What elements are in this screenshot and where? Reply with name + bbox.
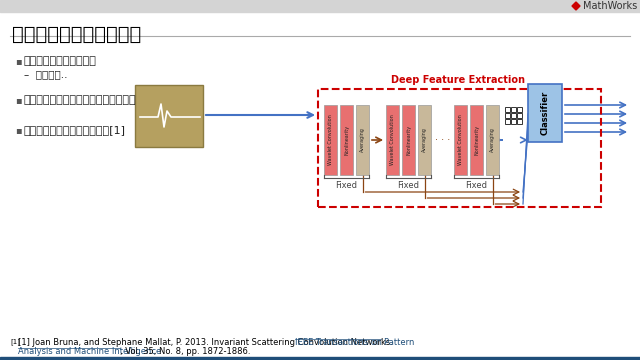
Text: IEEE Transactions on Pattern: IEEE Transactions on Pattern <box>295 338 415 347</box>
Bar <box>386 105 399 175</box>
Bar <box>528 84 562 142</box>
Text: · · ·: · · · <box>435 135 450 145</box>
Text: Nonlinearity: Nonlinearity <box>474 125 479 155</box>
Text: Classifier: Classifier <box>541 91 550 135</box>
Text: Nonlinearity: Nonlinearity <box>406 125 411 155</box>
Text: 可以减少对数据量和模型复杂性的要求: 可以减少对数据量和模型复杂性的要求 <box>24 95 136 105</box>
Text: Deep Feature Extraction: Deep Feature Extraction <box>391 75 525 85</box>
Bar <box>505 113 510 118</box>
Text: 用于特征提取的紧凑网络: 用于特征提取的紧凑网络 <box>24 56 97 66</box>
Bar <box>511 107 516 112</box>
Bar <box>505 119 510 124</box>
Text: ▪: ▪ <box>15 56 22 66</box>
Bar <box>0 0 640 12</box>
Text: 自动提取相关紧凑特征的框架[1]: 自动提取相关紧凑特征的框架[1] <box>24 125 126 135</box>
Text: ▪: ▪ <box>15 125 22 135</box>
Text: Averaging: Averaging <box>490 127 495 152</box>
Bar <box>517 107 522 112</box>
Polygon shape <box>572 2 580 10</box>
Bar <box>517 119 522 124</box>
Text: Fixed: Fixed <box>397 181 419 190</box>
Text: Fixed: Fixed <box>465 181 488 190</box>
Text: [1]: [1] <box>10 338 20 345</box>
Text: Nonlinearity: Nonlinearity <box>344 125 349 155</box>
Bar <box>356 105 369 175</box>
Bar <box>135 85 203 147</box>
Text: –  两层开始..: – 两层开始.. <box>24 69 67 79</box>
Bar <box>0 357 640 360</box>
Bar <box>418 105 431 175</box>
Bar <box>511 119 516 124</box>
Text: Wavelet Convolution: Wavelet Convolution <box>390 114 395 165</box>
Bar <box>318 89 601 207</box>
Text: [1] Joan Bruna, and Stephane Mallat, P. 2013. Invariant Scattering Convolution N: [1] Joan Bruna, and Stephane Mallat, P. … <box>18 338 398 347</box>
Bar <box>470 105 483 175</box>
Text: Analysis and Machine Intelligence: Analysis and Machine Intelligence <box>18 347 161 356</box>
Bar <box>324 105 337 175</box>
Bar <box>402 105 415 175</box>
Bar <box>505 107 510 112</box>
Text: 自动特征提取：小波散射: 自动特征提取：小波散射 <box>12 25 141 44</box>
Bar <box>486 105 499 175</box>
Text: MathWorks: MathWorks <box>583 1 637 11</box>
Text: Averaging: Averaging <box>360 127 365 152</box>
Text: ▪: ▪ <box>15 95 22 105</box>
Bar <box>517 113 522 118</box>
Text: Averaging: Averaging <box>422 127 427 152</box>
Text: , Vol. 35, No. 8, pp. 1872-1886.: , Vol. 35, No. 8, pp. 1872-1886. <box>120 347 250 356</box>
Bar <box>454 105 467 175</box>
Bar <box>340 105 353 175</box>
Text: Wavelet Convolution: Wavelet Convolution <box>458 114 463 165</box>
Text: Wavelet Convolution: Wavelet Convolution <box>328 114 333 165</box>
Bar <box>511 113 516 118</box>
Text: Fixed: Fixed <box>335 181 358 190</box>
